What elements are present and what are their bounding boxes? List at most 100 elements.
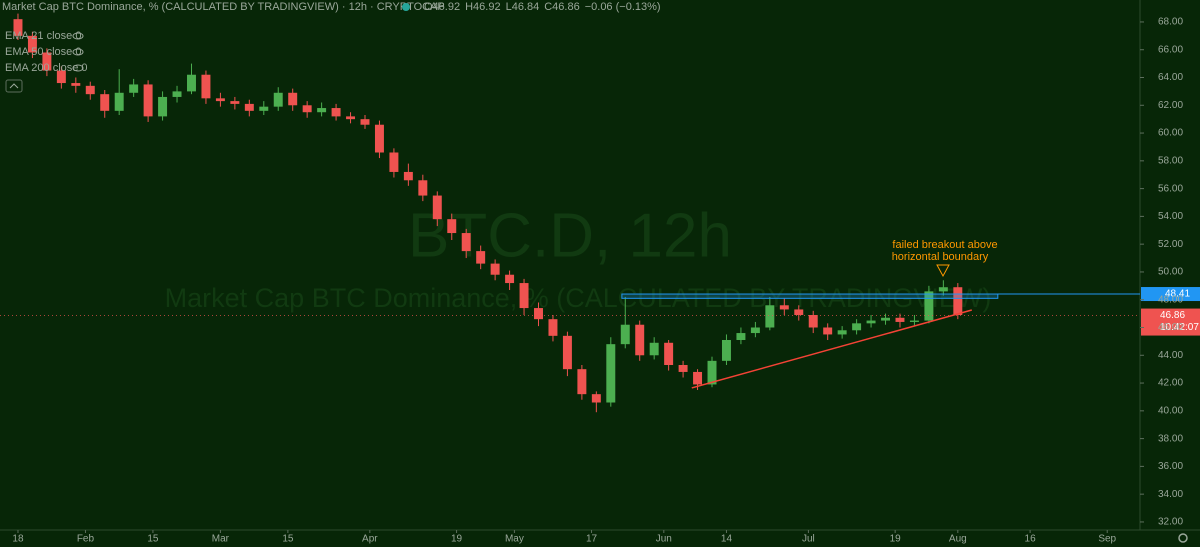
y-tick-label: 32.00 [1158, 517, 1183, 528]
x-tick-label: 17 [586, 534, 598, 545]
level-label-bg [1141, 287, 1200, 302]
candle-body [562, 335, 572, 370]
candle-body [100, 94, 110, 111]
y-tick-label: 64.00 [1158, 72, 1183, 83]
y-tick-label: 36.00 [1158, 461, 1183, 472]
countdown-label: 10:42:07 [1160, 322, 1199, 333]
last-price-label-bg [1141, 308, 1200, 336]
y-tick-label: 38.00 [1158, 433, 1183, 444]
candle-body [302, 105, 312, 113]
y-tick-label: 68.00 [1158, 17, 1183, 28]
candle-body [461, 233, 471, 252]
candle-body [736, 333, 746, 340]
candle-body [837, 330, 847, 335]
candle-body [288, 92, 298, 106]
annotation: failed breakout above [892, 239, 997, 251]
candle-body [664, 342, 674, 365]
candle-body [403, 171, 413, 181]
x-tick-label: Jul [802, 534, 815, 545]
y-tick-label: 62.00 [1158, 100, 1183, 111]
candle-body [808, 315, 818, 328]
candle-body [794, 309, 804, 315]
candle-body [158, 96, 168, 117]
candle-body [476, 251, 486, 264]
x-tick-label: 14 [721, 534, 733, 545]
candle-body [591, 394, 601, 403]
candle-body [649, 342, 659, 356]
candle-body [490, 263, 500, 275]
x-tick-label: May [505, 534, 524, 545]
x-tick-label: 16 [1025, 534, 1037, 545]
candle-body [317, 108, 327, 113]
status-dot [402, 3, 410, 11]
candle-body [924, 291, 934, 321]
candle-body [85, 85, 95, 95]
candle-body [259, 106, 269, 111]
ohlc-value: C46.86 [544, 1, 579, 13]
candle-body [953, 287, 963, 315]
candle-body [909, 320, 919, 322]
candle-body [432, 195, 442, 220]
level-label: 48.41 [1165, 289, 1190, 300]
visibility-icon[interactable] [72, 32, 84, 40]
candle-body [866, 320, 876, 324]
ohlc-value: O46.92 [424, 1, 460, 13]
level-box [621, 293, 999, 299]
x-tick-label: Aug [949, 534, 967, 545]
y-tick-label: 44.00 [1158, 350, 1183, 361]
watermark-symbol: BTC.D, 12h [408, 201, 732, 270]
x-tick-label: 18 [12, 534, 24, 545]
candle-body [779, 305, 789, 310]
candle-body [346, 116, 356, 120]
indicator-label: EMA 21 close 0 [5, 30, 81, 42]
x-tick-label: Feb [77, 534, 95, 545]
x-tick-label: 19 [451, 534, 463, 545]
y-tick-label: 58.00 [1158, 155, 1183, 166]
candle-body [13, 19, 23, 36]
candle-body [27, 35, 37, 53]
ohlc-value: −0.06 (−0.13%) [585, 1, 661, 13]
candle-body [447, 219, 457, 234]
collapse-icon [9, 83, 19, 89]
candle-body [331, 108, 341, 117]
x-tick-label: Jun [656, 534, 672, 545]
candle-body [129, 84, 139, 93]
collapse-button[interactable] [5, 79, 23, 93]
settings-icon[interactable] [1178, 533, 1188, 543]
y-tick-label: 42.00 [1158, 378, 1183, 389]
visibility-icon[interactable] [72, 48, 84, 56]
chart-title: Market Cap BTC Dominance, % (CALCULATED … [2, 1, 445, 13]
y-tick-label: 50.00 [1158, 267, 1183, 278]
x-tick-label: Sep [1098, 534, 1116, 545]
candle-body [534, 308, 543, 320]
y-tick-label: 34.00 [1158, 489, 1183, 500]
ohlc-value: L46.84 [506, 1, 540, 13]
candle-body [606, 344, 616, 403]
x-tick-label: Mar [212, 534, 230, 545]
ohlc-value: H46.92 [465, 1, 500, 13]
visibility-icon[interactable] [72, 64, 84, 72]
candle-body [215, 98, 225, 102]
indicator-label: EMA 200 close 0 [5, 62, 88, 74]
y-tick-label: 46.00 [1158, 322, 1183, 333]
candle-body [519, 283, 529, 309]
candle-body [881, 317, 891, 321]
y-tick-label: 40.00 [1158, 405, 1183, 416]
candle-body [678, 365, 688, 372]
indicator-label: EMA 50 close 0 [5, 46, 81, 58]
x-tick-label: 19 [890, 534, 902, 545]
candle-body [172, 91, 182, 97]
candle-body [750, 327, 760, 334]
candle-body [548, 319, 558, 336]
annotation-arrow [936, 264, 950, 278]
trendline [691, 309, 972, 389]
candle-body [895, 317, 905, 322]
candle-body [389, 152, 399, 172]
candle-body [693, 371, 703, 385]
candle-body [114, 92, 124, 111]
candle-body [201, 74, 211, 99]
candle-body [418, 180, 428, 196]
y-tick-label: 52.00 [1158, 239, 1183, 250]
